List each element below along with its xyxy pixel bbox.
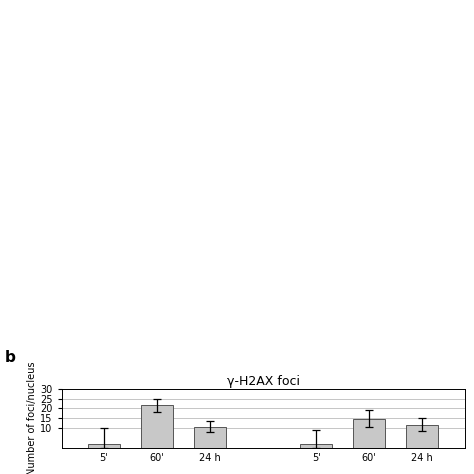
- Title: γ-H2AX foci: γ-H2AX foci: [227, 374, 300, 388]
- Bar: [406, 425, 438, 448]
- Bar: [194, 427, 226, 448]
- Bar: [88, 444, 120, 448]
- Y-axis label: Number of foci/nucleus: Number of foci/nucleus: [27, 362, 37, 474]
- Bar: [353, 419, 385, 448]
- Bar: [300, 444, 332, 448]
- Bar: [141, 405, 173, 448]
- Text: b: b: [5, 350, 16, 365]
